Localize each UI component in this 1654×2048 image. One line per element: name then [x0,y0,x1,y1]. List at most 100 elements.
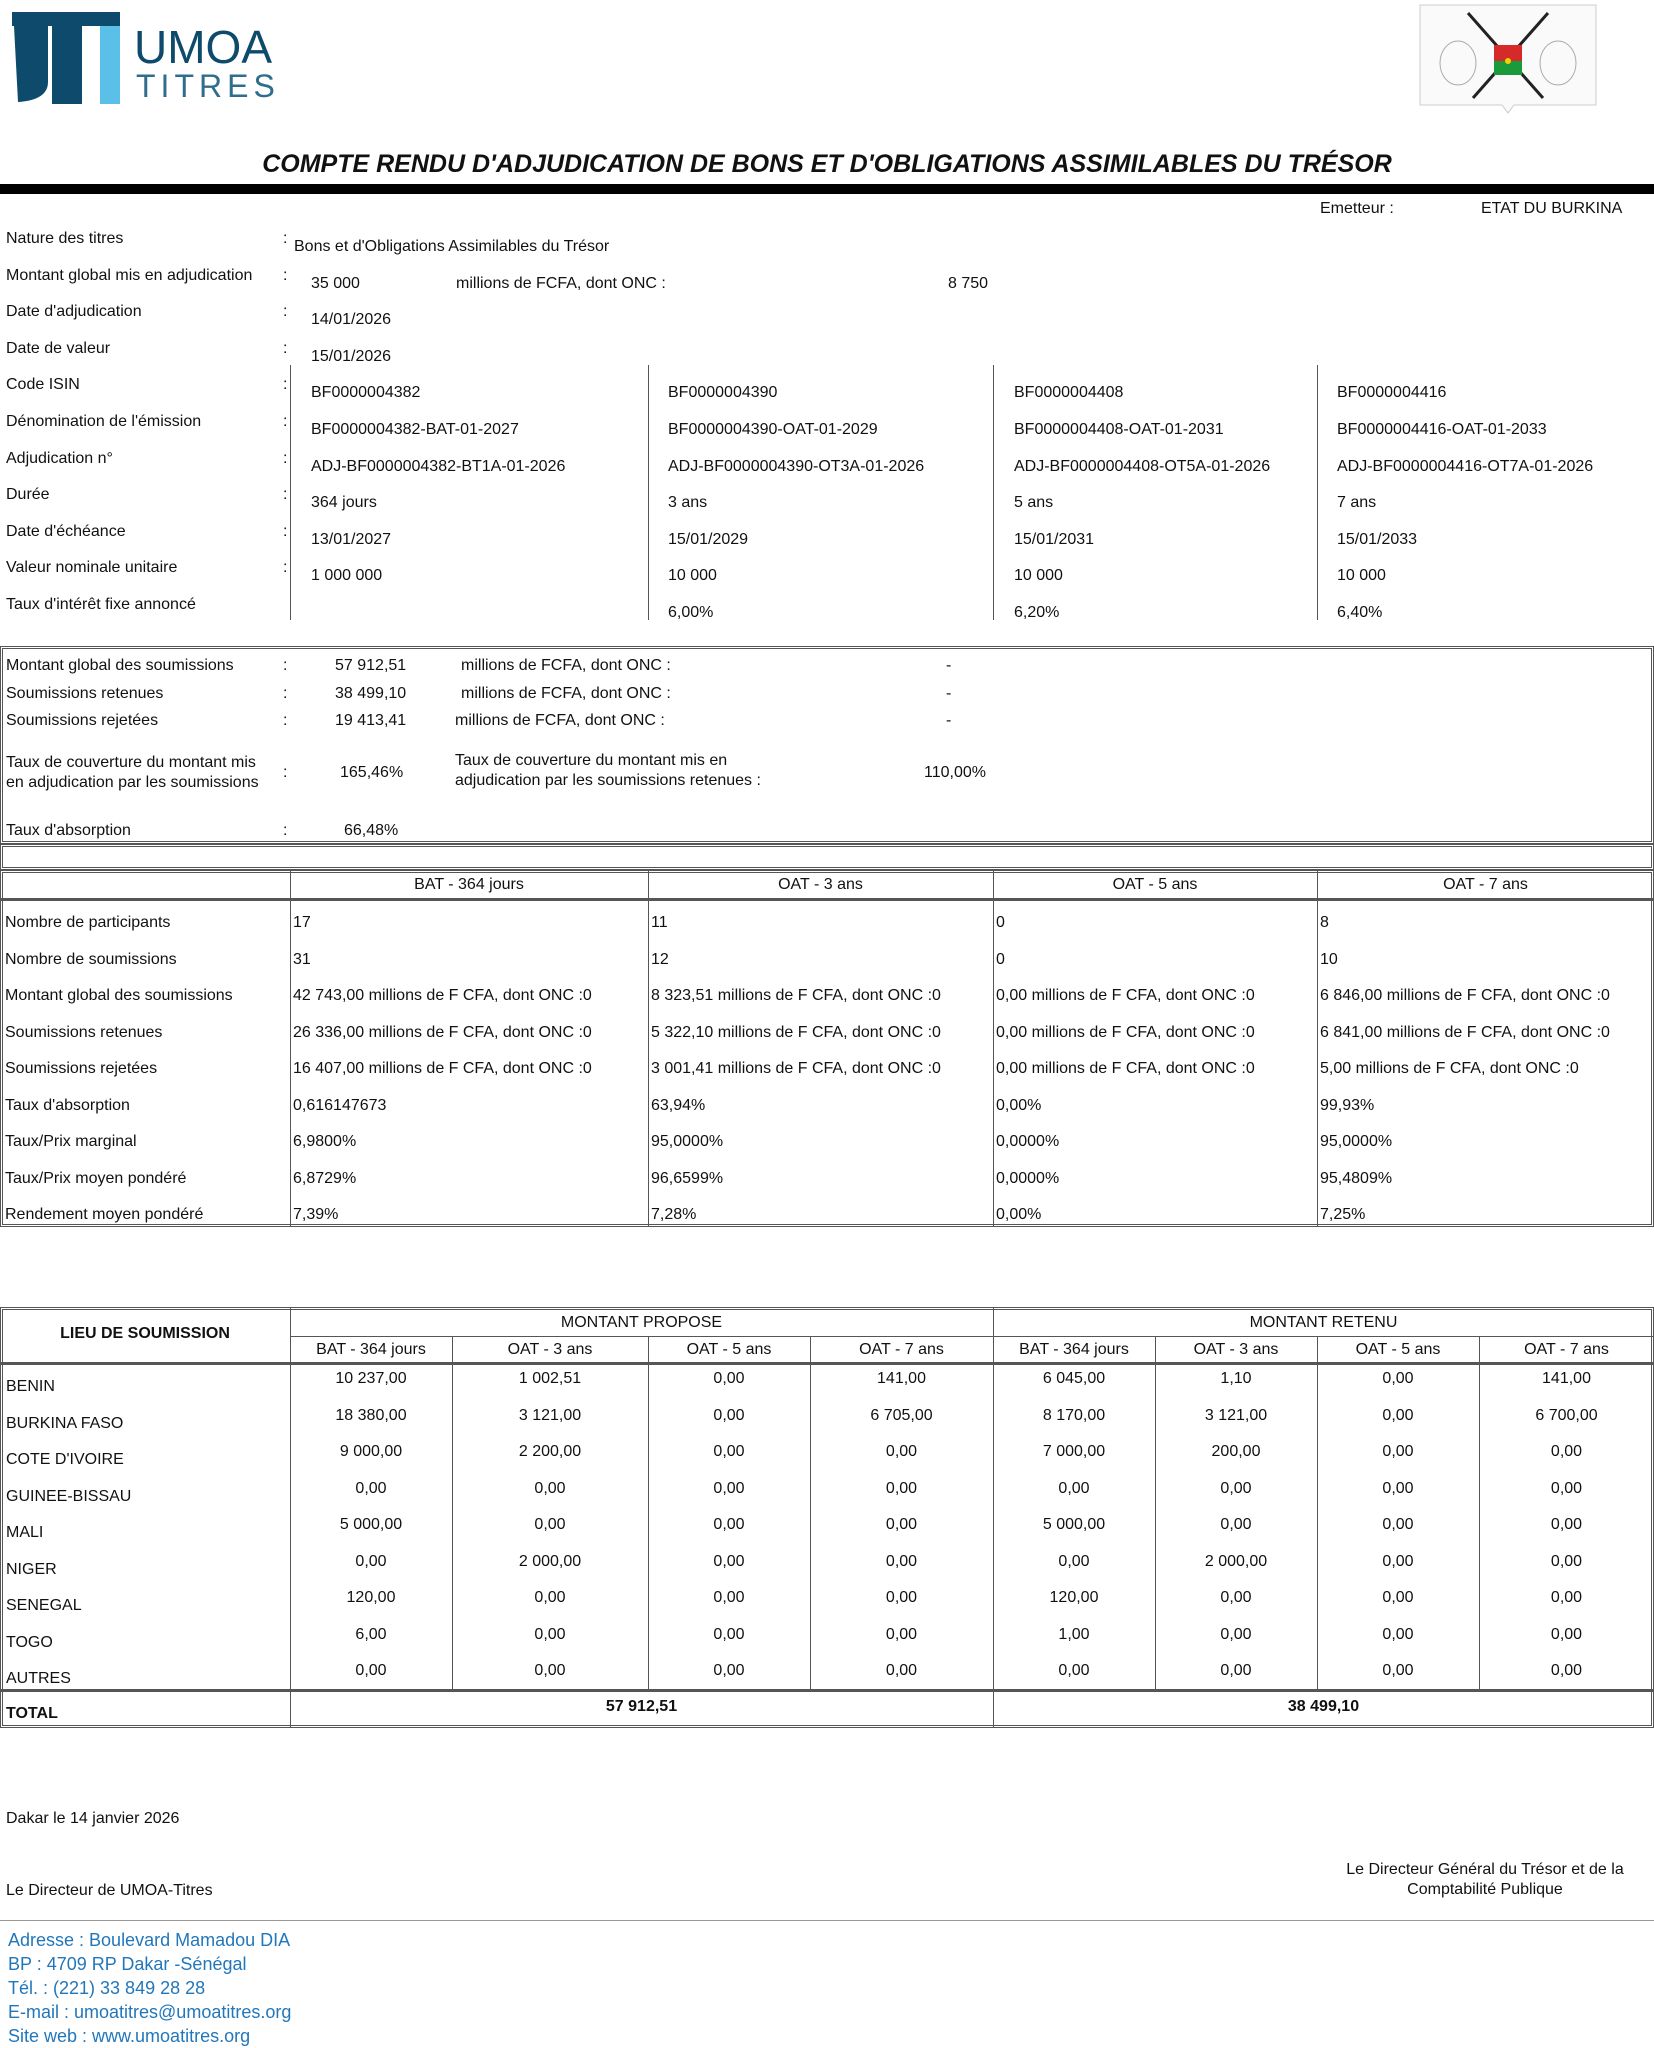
summary-value: 38 499,10 [335,684,407,702]
group-divider [290,1336,1654,1337]
column-divider [290,870,291,1227]
colon-separator: : [283,413,288,430]
info-row-value: 364 jours [311,494,377,512]
summary-onc: - [946,657,952,674]
page-title: COMPTE RENDU D'ADJUDICATION DE BONS ET D… [262,150,1392,178]
lieu-cell: 6,00 [355,1625,387,1643]
country-label: COTE D'IVOIRE [6,1451,124,1468]
summary-unit: millions de FCFA, dont ONC : [455,712,665,729]
couverture-retenues-label-2: adjudication par les soumissions retenue… [455,772,761,789]
country-label: BURKINA FASO [6,1414,124,1432]
info-row-value: BF0000004390-OAT-01-2029 [668,421,878,438]
column-divider [1479,1336,1480,1689]
lieu-cell: 0,00 [1382,1516,1414,1533]
lieu-cell: 141,00 [1542,1370,1591,1387]
spacer-row [0,844,1654,870]
lieu-cell: 0,00 [885,1662,918,1679]
results-column-header: OAT - 5 ans [1112,876,1198,893]
lieu-cell: 2 000,00 [518,1552,582,1570]
results-cell: 0,00 millions de F CFA, dont ONC :0 [996,1023,1255,1041]
country-label: NIGER [6,1560,57,1578]
lieu-cell: 0,00 [713,1516,745,1533]
couverture-retenues-label-1: Taux de couverture du montant mis en [455,752,728,769]
info-row-value: 10 000 [1014,567,1063,585]
emetteur-value: ETAT DU BURKINA [1481,200,1623,217]
colon-separator: : [283,230,288,247]
lieu-cell: 6 705,00 [870,1406,933,1424]
date-valeur-label: Date de valeur [6,339,111,357]
lieu-cell: 0,00 [885,1479,918,1497]
summary-onc: - [946,712,952,729]
lieu-cell: 0,00 [1382,1589,1414,1606]
info-row-value: ADJ-BF0000004408-OT5A-01-2026 [1014,457,1271,475]
column-divider [1317,1336,1318,1689]
header-divider [0,898,1654,901]
results-cell: 42 743,00 millions de F CFA, dont ONC :0 [293,987,592,1004]
results-row-label: Rendement moyen pondéré [5,1206,204,1223]
country-label: TOGO [6,1633,53,1651]
results-cell: 7,28% [651,1206,697,1223]
address-line[interactable]: Site web : www.umoatitres.org [8,2026,251,2046]
lieu-cell: 0,00 [534,1479,566,1497]
lieu-column-header: OAT - 3 ans [1193,1341,1279,1358]
info-row-value: 15/01/2029 [668,530,749,548]
logo-text-titres: TITRES [136,68,280,104]
date-adjudication-value: 14/01/2026 [311,311,392,329]
colon-separator: : [283,449,288,467]
info-row-value: BF0000004416 [1337,384,1447,402]
lieu-cell: 200,00 [1211,1443,1261,1460]
lieu-cell: 6 700,00 [1535,1406,1598,1424]
results-cell: 0,00% [996,1096,1042,1114]
lieu-cell: 2 000,00 [1204,1552,1268,1570]
lieu-header: LIEU DE SOUMISSION [60,1325,230,1342]
column-divider [1317,365,1318,620]
lieu-cell: 1 002,51 [518,1370,582,1387]
lieu-cell: 120,00 [346,1589,396,1606]
date-valeur-value: 15/01/2026 [311,347,392,365]
lieu-cell: 0,00 [1220,1479,1252,1497]
country-label: SENEGAL [6,1597,82,1614]
footer-divider [0,1920,1654,1921]
results-cell: 0,00% [996,1206,1042,1223]
info-row-value: 6,00% [668,604,714,621]
column-divider [993,1307,994,1728]
lieu-cell: 0,00 [1220,1516,1252,1533]
results-cell: 63,94% [651,1096,706,1114]
lieu-cell: 0,00 [1058,1552,1090,1570]
lieu-cell: 0,00 [713,1552,745,1570]
umoa-titres-logo: UMOA TITRES [10,10,280,105]
results-row-label: Taux/Prix moyen pondéré [5,1169,187,1187]
lieu-cell: 0,00 [534,1662,566,1679]
results-column-header: OAT - 7 ans [1443,876,1528,893]
info-row-value: 10 000 [1337,567,1386,585]
lieu-cell: 0,00 [355,1479,387,1497]
column-divider [452,1336,453,1689]
group-montant-propose: MONTANT PROPOSE [560,1314,723,1331]
info-row-value: BF0000004390 [668,384,778,402]
lieu-cell: 0,00 [885,1589,918,1606]
results-row-label: Taux/Prix marginal [5,1133,137,1150]
results-cell: 0 [996,950,1005,968]
summary-onc: - [946,684,952,702]
lieu-cell: 0,00 [355,1552,387,1570]
info-row-value: BF0000004382-BAT-01-2027 [311,421,519,438]
lieu-cell: 0,00 [885,1516,918,1533]
title-divider [0,184,1654,194]
country-label: GUINEE-BISSAU [6,1487,132,1505]
results-cell: 17 [293,914,311,931]
address-line[interactable]: E-mail : umoatitres@umoatitres.org [8,2002,292,2022]
info-row-value: 13/01/2027 [311,530,392,548]
lieu-cell: 0,00 [1220,1589,1252,1606]
info-row-value: BF0000004408 [1014,384,1124,402]
summary-label: Montant global des soumissions [6,657,234,674]
results-cell: 12 [651,950,669,968]
results-cell: 0 [996,914,1005,931]
results-cell: 0,0000% [996,1133,1060,1150]
info-row-value: 7 ans [1337,494,1377,512]
summary-value: 19 413,41 [335,712,407,729]
address-line: Tél. : (221) 33 849 28 28 [8,1978,206,1998]
summary-border [0,646,1654,844]
logo-mark-icon [12,12,120,104]
lieu-cell: 0,00 [1550,1589,1583,1606]
total-retenu: 38 499,10 [1287,1698,1360,1715]
